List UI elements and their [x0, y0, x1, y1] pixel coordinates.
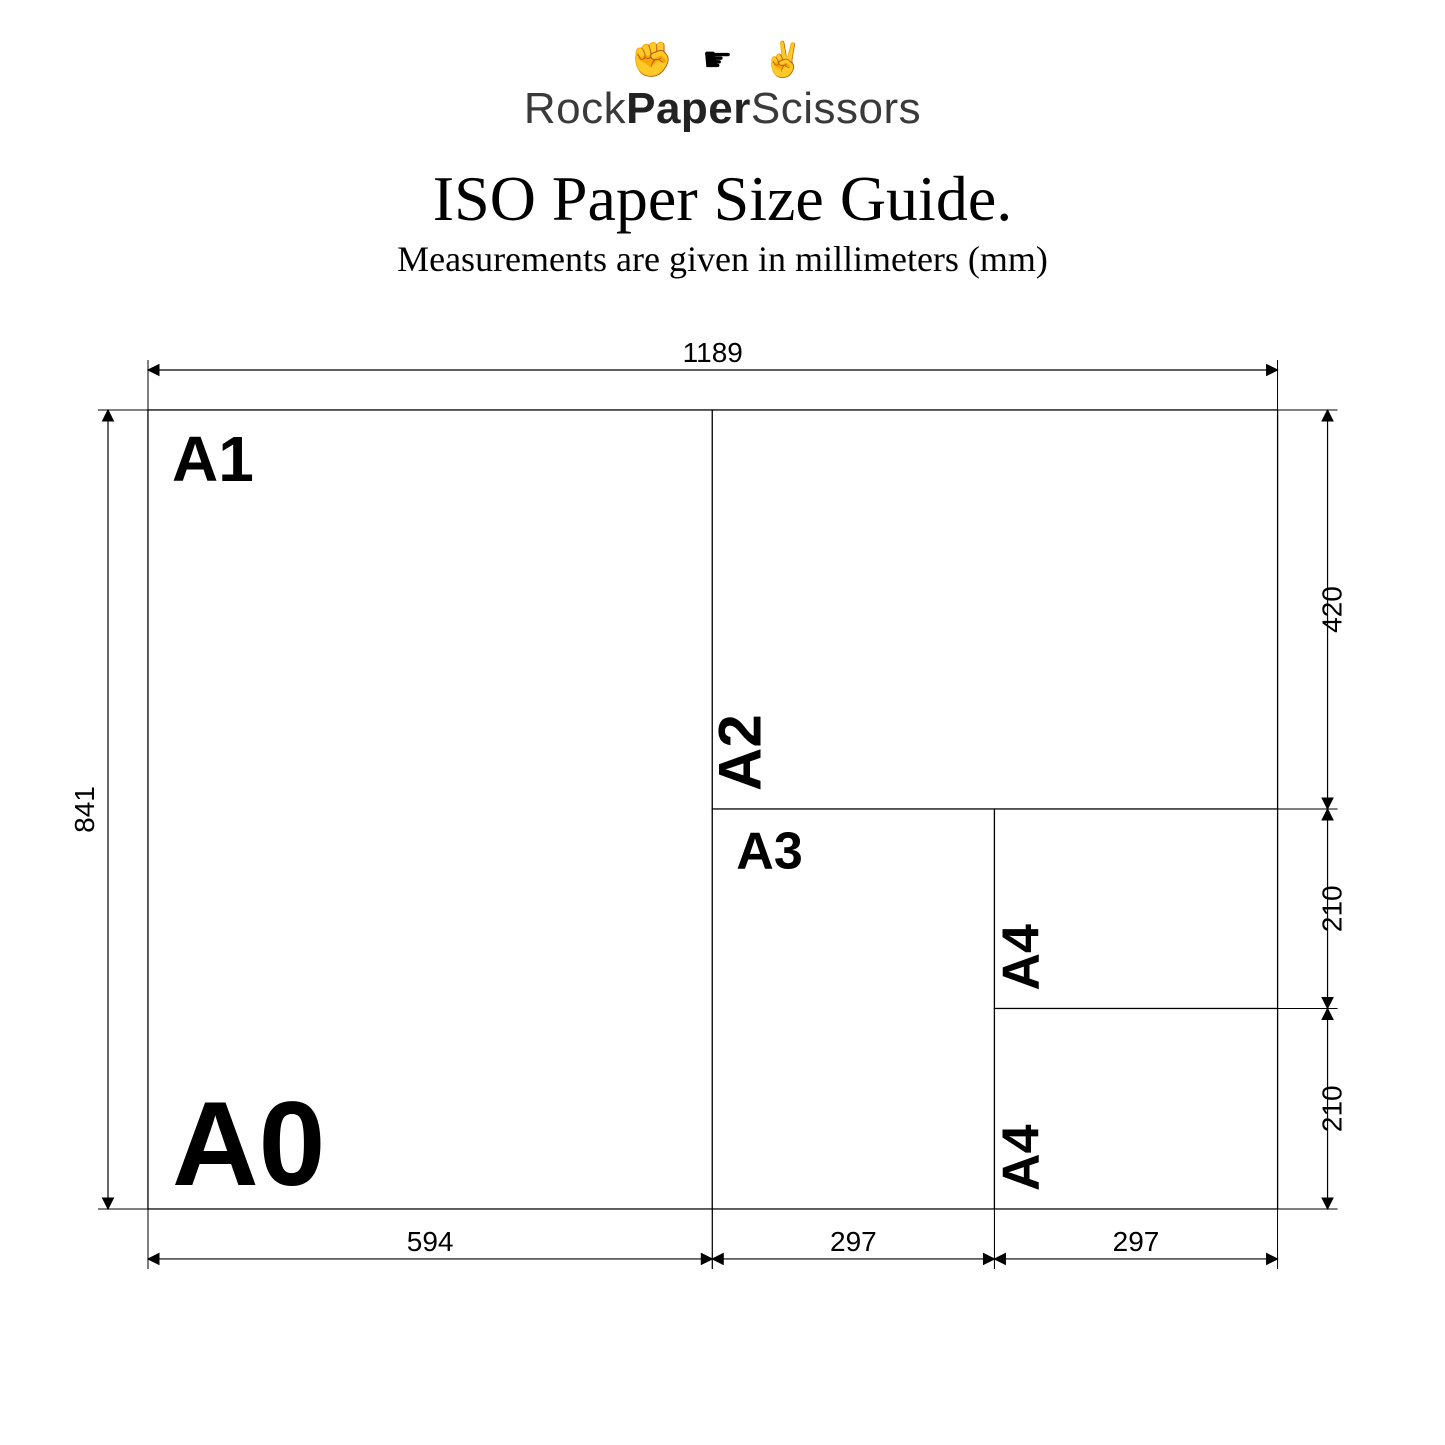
paper-size-diagram: A0 A1 A2 A3 A4 A4 1189 594 297 297 841 420 210 210	[48, 340, 1398, 1329]
brand-part-rock: Rock	[524, 84, 626, 133]
brand-part-scissors: Scissors	[751, 84, 921, 133]
svg-text:841: 841	[69, 786, 100, 833]
svg-text:297: 297	[830, 1226, 877, 1257]
svg-text:594: 594	[407, 1226, 454, 1257]
svg-text:210: 210	[1316, 1085, 1347, 1132]
brand-part-paper: Paper	[626, 84, 751, 133]
box-label-A4u: A4	[992, 924, 1050, 991]
svg-text:420: 420	[1316, 586, 1347, 633]
logo-hands-icon: ✊ ☛ ✌	[397, 40, 1048, 80]
brand-name: RockPaperScissors	[397, 84, 1048, 134]
box-label-A4l: A4	[992, 1124, 1050, 1191]
box-label-A0: A0	[172, 1077, 325, 1211]
box-label-A3: A3	[736, 822, 802, 880]
header: ✊ ☛ ✌ RockPaperScissors ISO Paper Size G…	[397, 40, 1048, 280]
page-title: ISO Paper Size Guide.	[397, 162, 1048, 236]
svg-text:210: 210	[1316, 885, 1347, 932]
svg-text:1189: 1189	[682, 340, 742, 368]
svg-text:297: 297	[1112, 1226, 1159, 1257]
box-label-A1: A1	[172, 423, 254, 495]
page-subtitle: Measurements are given in millimeters (m…	[397, 238, 1048, 280]
box-label-A2: A2	[706, 714, 773, 791]
